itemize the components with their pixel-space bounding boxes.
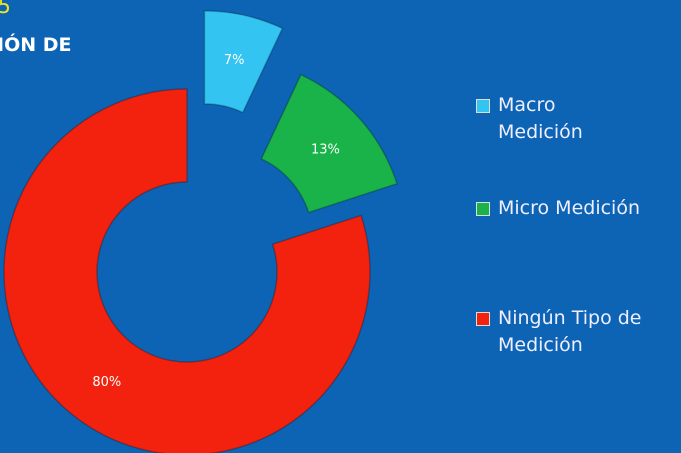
legend-swatch <box>476 202 490 216</box>
pie-slice <box>203 10 284 114</box>
legend-item: Micro Medición <box>476 195 681 222</box>
data-label: 13% <box>311 142 340 157</box>
pie-slice <box>3 88 371 453</box>
data-label: 7% <box>224 53 245 68</box>
data-label: 80% <box>92 375 121 390</box>
subtitle: 5 <box>0 0 11 18</box>
chart-title: IÓN DE <box>0 34 72 56</box>
legend-label: Ningún Tipo de Medición <box>498 307 642 356</box>
legend-swatch <box>476 99 490 113</box>
legend-item: Macro Medición <box>476 92 628 146</box>
pie-slice <box>260 73 398 214</box>
legend-label: Micro Medición <box>498 197 640 219</box>
legend-item: Ningún Tipo de Medición <box>476 305 681 359</box>
legend-label: Macro Medición <box>498 94 583 143</box>
legend-swatch <box>476 312 490 326</box>
